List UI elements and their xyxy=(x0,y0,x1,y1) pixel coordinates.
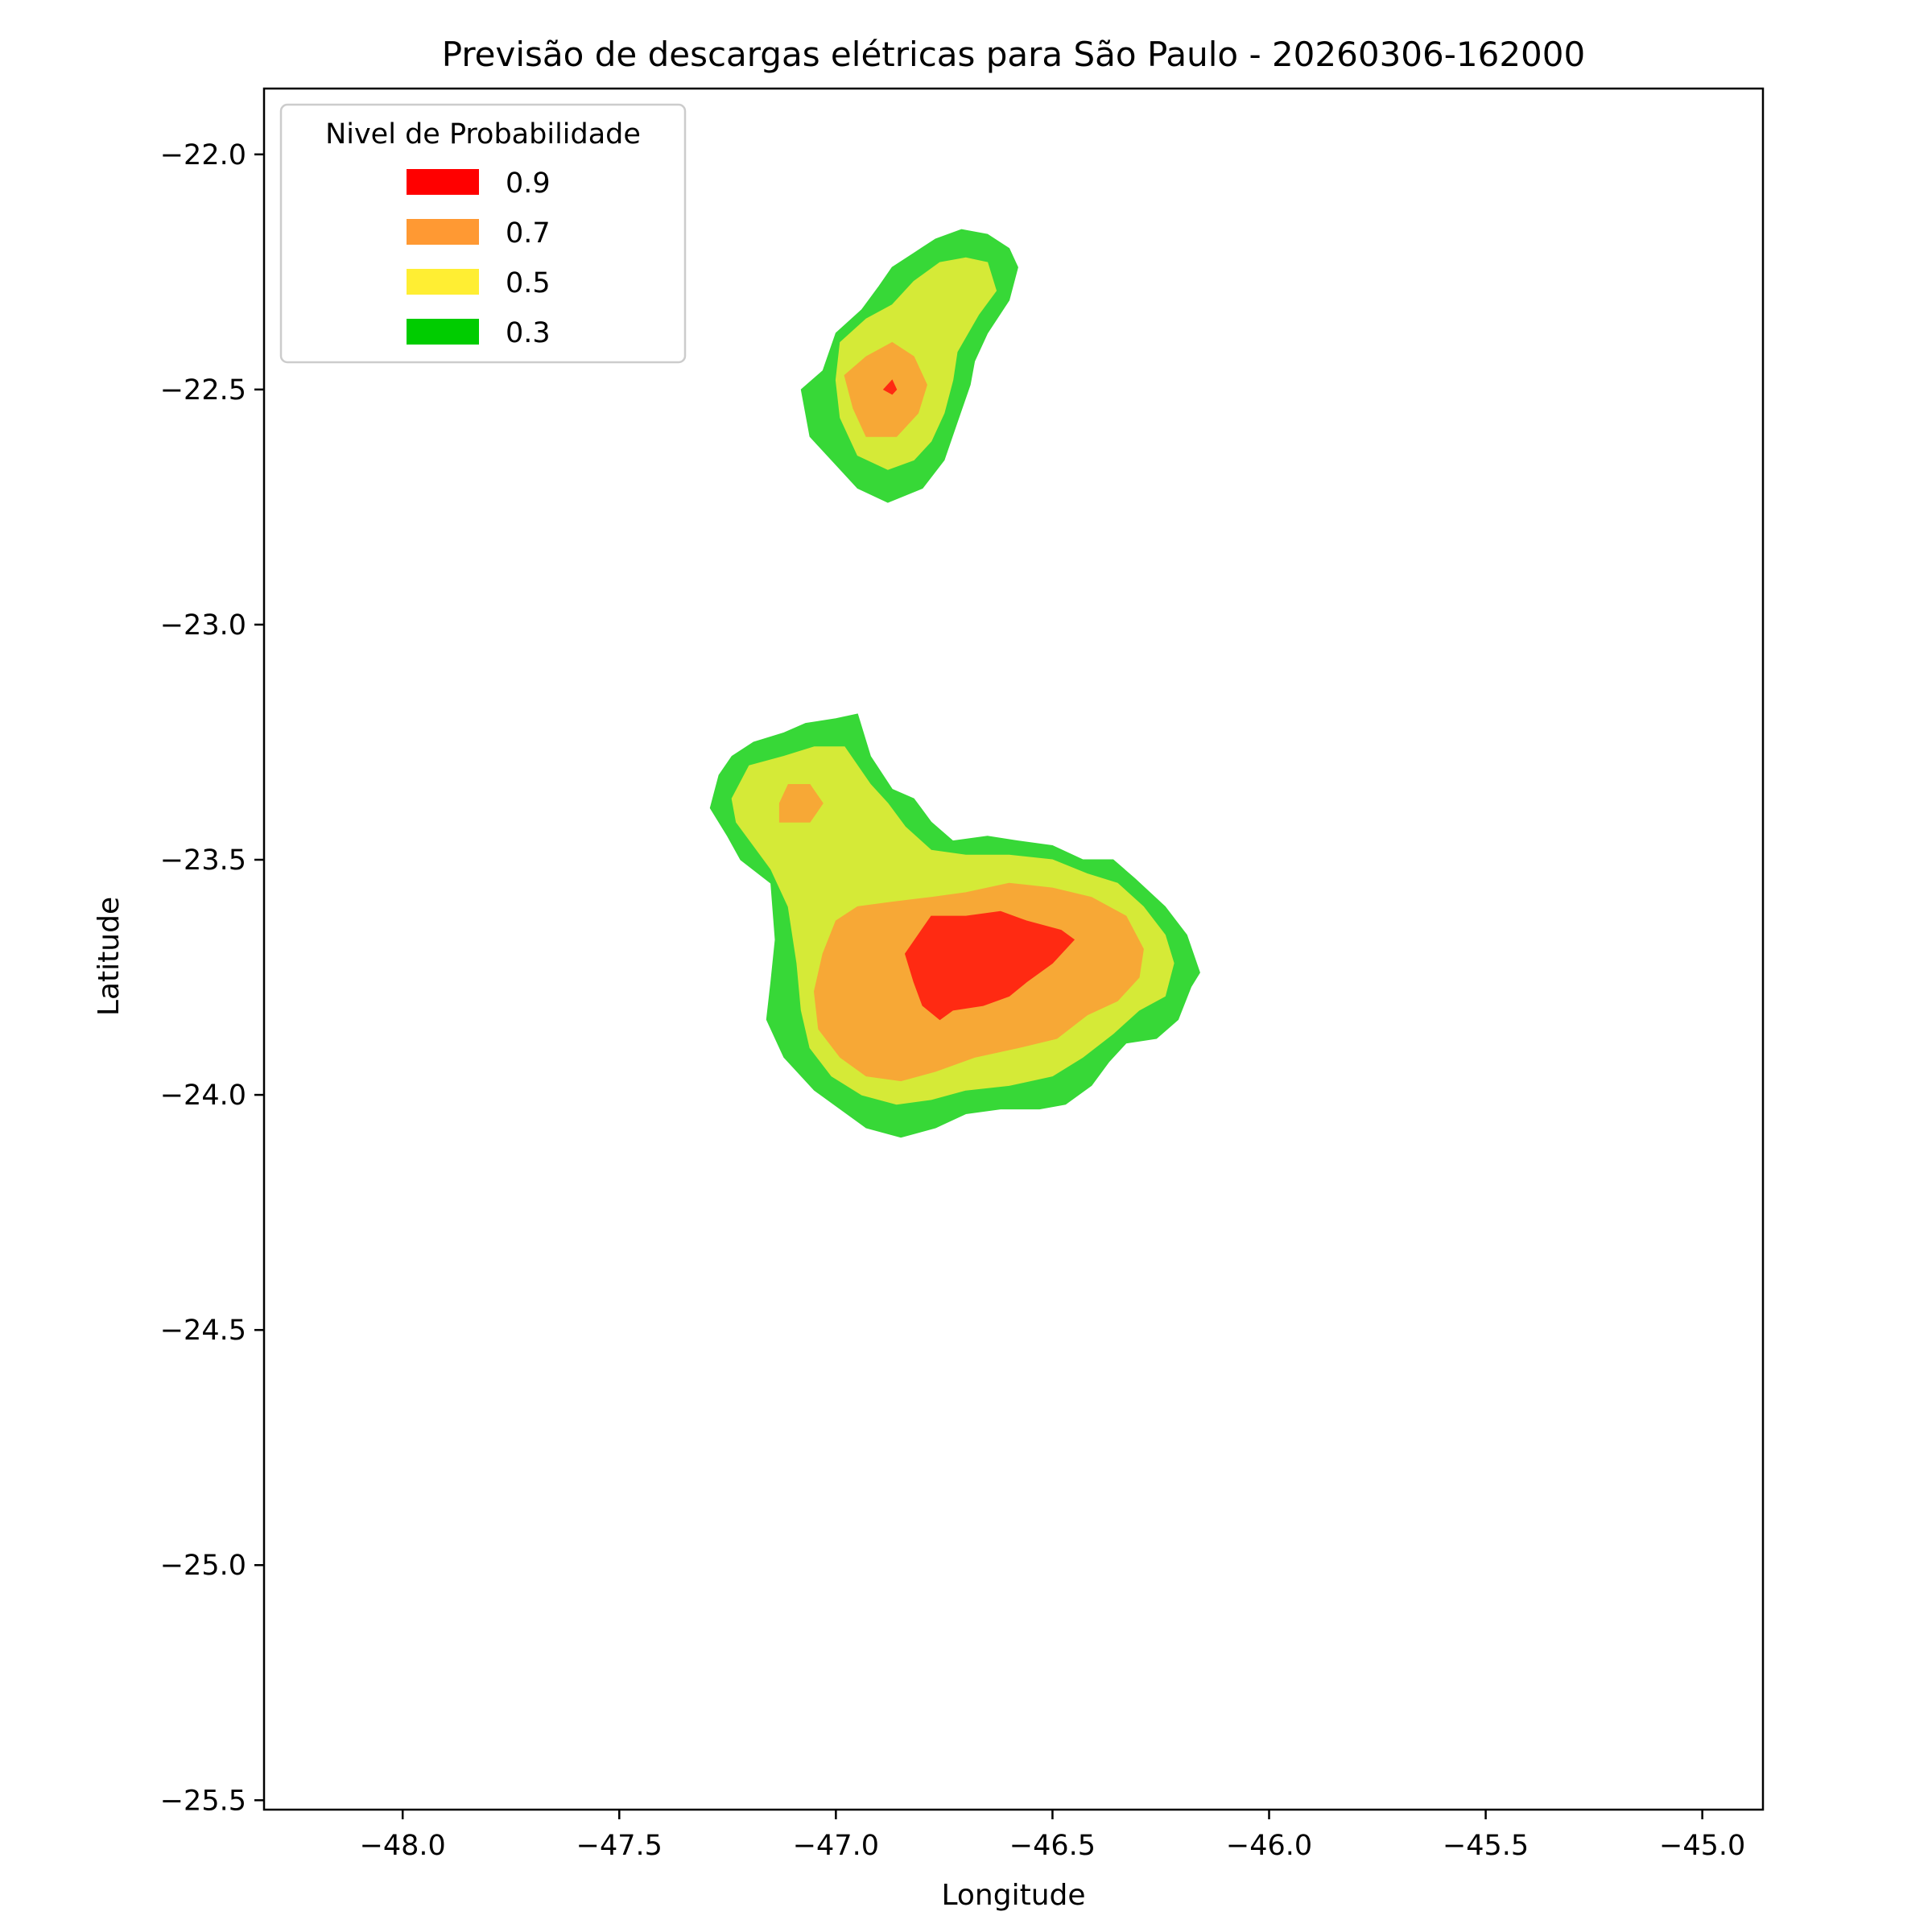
southern-cell xyxy=(709,713,1200,1138)
legend-label: 0.9 xyxy=(506,167,551,200)
contour-level-0-9 xyxy=(882,379,898,395)
x-axis-label: Longitude xyxy=(941,1879,1085,1912)
legend-swatch xyxy=(407,219,479,245)
legend-title: Nivel de Probabilidade xyxy=(325,118,641,151)
y-tick-label: −25.0 xyxy=(160,1550,246,1582)
x-tick-label: −47.5 xyxy=(576,1830,663,1862)
x-tick-label: −45.5 xyxy=(1443,1830,1529,1862)
legend-label: 0.3 xyxy=(506,317,551,349)
y-tick-label: −25.5 xyxy=(160,1785,246,1817)
y-tick-label: −22.0 xyxy=(160,139,246,171)
x-tick-label: −46.5 xyxy=(1009,1830,1096,1862)
plot-frame xyxy=(262,87,1765,1811)
y-tick-label: −24.5 xyxy=(160,1315,246,1347)
legend-box xyxy=(279,103,687,364)
legend-swatch xyxy=(407,169,479,195)
plot-area xyxy=(262,87,1765,1811)
y-axis-ticks: −22.0 −22.5 −23.0 −23.5 −24.0 −24.5 −25.0 −25.5 xyxy=(160,139,264,1817)
contour-level-0-7 xyxy=(778,784,824,823)
northern-cell xyxy=(800,229,1018,503)
legend-swatch xyxy=(407,319,479,345)
legend-label: 0.7 xyxy=(506,217,551,250)
x-tick-label: −47.0 xyxy=(793,1830,879,1862)
legend-swatch xyxy=(407,269,479,295)
x-tick-label: −45.0 xyxy=(1659,1830,1745,1862)
legend-label: 0.5 xyxy=(506,267,551,299)
y-tick-label: −23.0 xyxy=(160,609,246,642)
legend-entries: 0.9 0.7 0.5 0.3 xyxy=(407,167,551,349)
x-axis-ticks: −48.0 −47.5 −47.0 −46.5 −46.0 −45.5 −45.0 xyxy=(360,1810,1745,1862)
x-tick-label: −48.0 xyxy=(360,1830,446,1862)
y-tick-label: −24.0 xyxy=(160,1080,246,1112)
y-axis-label: Latitude xyxy=(93,897,126,1016)
y-tick-label: −22.5 xyxy=(160,374,246,407)
chart-title: Previsão de descargas elétricas para São… xyxy=(442,35,1585,74)
x-tick-label: −46.0 xyxy=(1226,1830,1312,1862)
y-tick-label: −23.5 xyxy=(160,844,246,877)
contour-layer xyxy=(709,229,1200,1138)
legend: Nivel de Probabilidade 0.9 0.7 0.5 0.3 xyxy=(279,103,687,364)
contour-level-0-9 xyxy=(904,910,1075,1021)
